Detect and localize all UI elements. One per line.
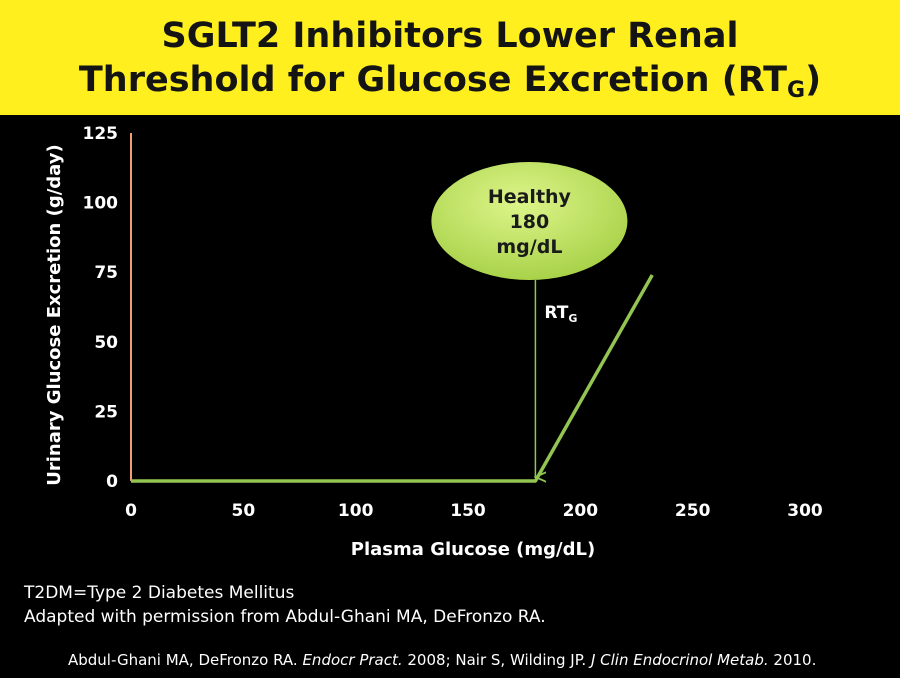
title-band: SGLT2 Inhibitors Lower Renal Threshold f…	[0, 0, 900, 115]
x-tick-label: 50	[231, 501, 255, 521]
series-line	[131, 274, 654, 483]
y-axis-ticks: 0 25 50 75 100 125	[83, 124, 119, 492]
title-subscript: G	[787, 77, 806, 103]
y-tick-label: 100	[83, 194, 119, 214]
y-tick-label: 75	[94, 263, 118, 283]
x-tick-label: 250	[675, 501, 711, 521]
y-tick-label: 0	[106, 472, 118, 492]
y-tick-label: 125	[83, 124, 119, 144]
x-tick-label: 200	[563, 501, 599, 521]
rtg-label-subscript: G	[568, 312, 577, 325]
healthy-callout-text: Healthy 180 mg/dL	[488, 186, 572, 258]
callout-line: 180	[510, 211, 550, 233]
footnote-t2dm: T2DM=Type 2 Diabetes Mellitus	[24, 583, 295, 603]
title-line-2-text: Threshold for Glucose Excretion (RT	[78, 59, 788, 100]
x-tick-label: 100	[338, 501, 374, 521]
citation-part-2: 2008; Nair S, Wilding JP.	[402, 651, 591, 669]
citation-journal-1: Endocr Pract.	[302, 651, 403, 669]
callout-line: Healthy	[488, 186, 572, 208]
healthy-callout-bubble	[431, 162, 628, 280]
title-line-2: Threshold for Glucose Excretion (RTG)	[79, 58, 821, 102]
footnote-adapted: Adapted with permission from Abdul-Ghani…	[24, 607, 546, 627]
rtg-label: RTG	[544, 303, 577, 325]
citation: Abdul-Ghani MA, DeFronzo RA. Endocr Prac…	[68, 651, 816, 669]
rtg-label-main: RT	[544, 303, 568, 323]
y-axis-label: Urinary Glucose Excretion (g/day)	[44, 144, 65, 486]
citation-part-3: 2010.	[768, 651, 817, 669]
series-group	[131, 274, 654, 483]
citation-journal-2: J Clin Endocrinol Metab.	[590, 651, 769, 669]
x-tick-label: 300	[787, 501, 823, 521]
y-tick-label: 50	[94, 333, 118, 353]
callout-line: mg/dL	[496, 236, 562, 258]
x-tick-label: 150	[450, 501, 486, 521]
x-axis-ticks: 0 50 100 150 200 250 300	[125, 501, 823, 521]
title-line-1: SGLT2 Inhibitors Lower Renal	[161, 15, 739, 56]
y-tick-label: 25	[94, 402, 118, 422]
x-tick-label: 0	[125, 501, 137, 521]
x-axis-label: Plasma Glucose (mg/dL)	[351, 539, 595, 560]
chart: 0 25 50 75 100 125 0 50 100 150 200 250 300 Urinary…	[44, 124, 823, 560]
citation-part-1: Abdul-Ghani MA, DeFronzo RA.	[68, 651, 303, 669]
title-line-2-end: )	[805, 59, 822, 100]
